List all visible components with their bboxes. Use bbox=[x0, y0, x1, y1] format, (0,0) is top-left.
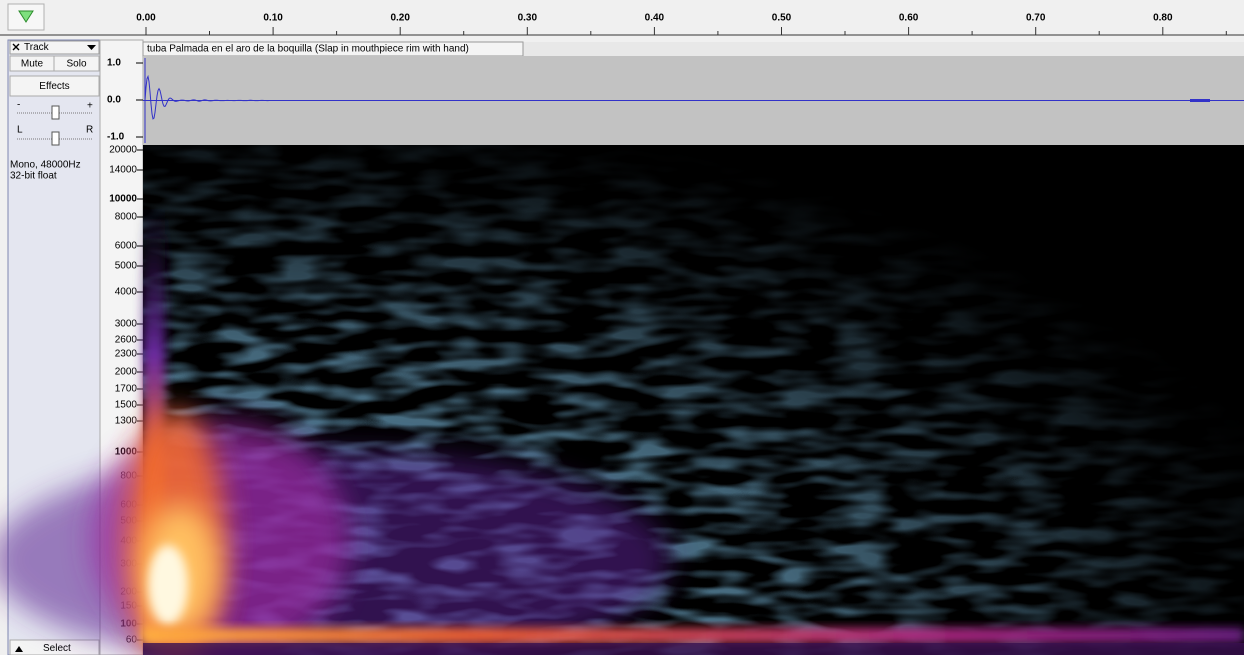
effects-label: Effects bbox=[39, 81, 69, 92]
frequency-scale-label: 1300 bbox=[115, 416, 138, 427]
frequency-scale-label: 6000 bbox=[115, 241, 138, 252]
track-info: 32-bit float bbox=[10, 171, 57, 182]
pan-slider-thumb[interactable] bbox=[52, 132, 59, 145]
solo-label: Solo bbox=[66, 59, 86, 70]
frequency-scale-label: 2000 bbox=[115, 367, 138, 378]
gain-plus: + bbox=[87, 101, 93, 112]
ruler-label: 0.70 bbox=[1026, 13, 1046, 24]
page: 0.00 0.10 0.20 0.30 0.40 0.50 0.60 0.70 0.80 Tra… bbox=[0, 0, 1244, 655]
frequency-scale-label: 10000 bbox=[109, 194, 137, 205]
frequency-scale-label: 1700 bbox=[115, 384, 138, 395]
waveform-scale-label: -1.0 bbox=[107, 132, 125, 143]
ruler-label: 0.40 bbox=[645, 13, 665, 24]
frequency-scale-label: 4000 bbox=[115, 287, 138, 298]
ruler-label: 0.30 bbox=[518, 13, 538, 24]
select-label: Select bbox=[43, 643, 71, 654]
ruler-label: 0.50 bbox=[772, 13, 792, 24]
frequency-scale-label: 8000 bbox=[115, 212, 138, 223]
ruler-label: 0.60 bbox=[899, 13, 919, 24]
frequency-scale-label: 20000 bbox=[109, 145, 137, 156]
waveform-blip bbox=[1190, 99, 1210, 102]
mute-label: Mute bbox=[21, 59, 44, 70]
frequency-scale-label: 5000 bbox=[115, 261, 138, 272]
spectrogram bbox=[0, 145, 1244, 655]
ruler-label: 0.20 bbox=[390, 13, 410, 24]
track-info: Mono, 48000Hz bbox=[10, 160, 81, 171]
frequency-scale-label: 2600 bbox=[115, 335, 138, 346]
waveform-scale-label: 0.0 bbox=[107, 95, 121, 106]
ruler-bar bbox=[0, 0, 1244, 36]
gain-slider-thumb[interactable] bbox=[52, 106, 59, 119]
ruler-label: 0.00 bbox=[136, 13, 156, 24]
track-title: tuba Palmada en el aro de la boquilla (S… bbox=[147, 44, 469, 55]
frequency-scale-label: 3000 bbox=[115, 319, 138, 330]
waveform-scale-label: 1.0 bbox=[107, 58, 121, 69]
frequency-scale-label: 2300 bbox=[115, 349, 138, 360]
frequency-scale-label: 1500 bbox=[115, 400, 138, 411]
frequency-scale-label: 14000 bbox=[109, 165, 137, 176]
audacity-window: 0.00 0.10 0.20 0.30 0.40 0.50 0.60 0.70 0.80 Tra… bbox=[0, 0, 1244, 655]
gain-minus: - bbox=[17, 100, 20, 111]
ruler-label: 0.80 bbox=[1153, 13, 1173, 24]
pan-right: R bbox=[86, 125, 93, 136]
ruler-label: 0.10 bbox=[263, 13, 283, 24]
track-name: Track bbox=[24, 42, 50, 53]
pan-left: L bbox=[17, 125, 23, 136]
